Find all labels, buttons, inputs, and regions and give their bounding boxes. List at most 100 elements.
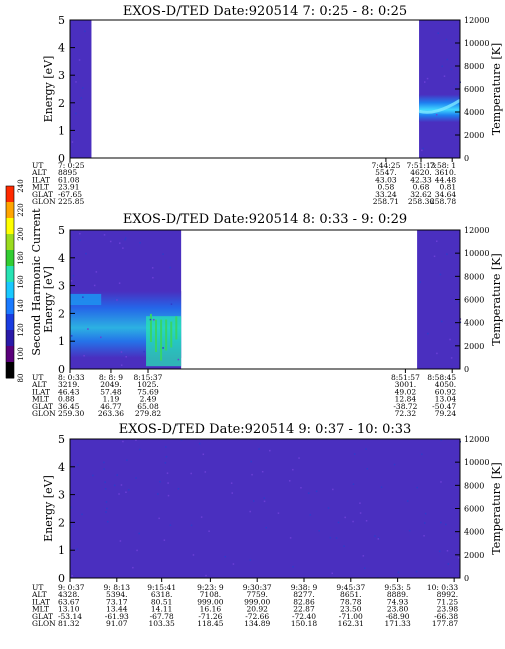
noise-speck bbox=[105, 501, 108, 503]
noise-speck bbox=[424, 512, 427, 515]
ephemeris-value: 225.85 bbox=[58, 197, 84, 206]
noise-speck bbox=[118, 493, 120, 495]
ephemeris-value: 43.03 bbox=[375, 175, 397, 184]
colorbar-swatch bbox=[6, 346, 14, 363]
noise-speck bbox=[337, 521, 340, 524]
y-tick-label: 2 bbox=[58, 516, 65, 529]
noise-speck bbox=[106, 520, 109, 523]
colorbar-swatch bbox=[6, 234, 14, 251]
ephemeris-row-label: ALT bbox=[31, 590, 47, 599]
right-tick-label: 0 bbox=[464, 154, 469, 163]
auroral-streak bbox=[160, 319, 163, 361]
noise-speck bbox=[366, 468, 369, 470]
ephemeris-value: -71.00 bbox=[339, 612, 363, 621]
noise-speck bbox=[208, 530, 210, 532]
noise-speck bbox=[153, 319, 155, 321]
noise-speck bbox=[352, 483, 355, 485]
ephemeris-value: 13.04 bbox=[435, 395, 457, 404]
plot-frame bbox=[69, 19, 461, 159]
noise-speck bbox=[377, 538, 380, 540]
right-tick-label: 6000 bbox=[464, 505, 484, 514]
noise-speck bbox=[352, 520, 354, 523]
noise-speck bbox=[125, 355, 127, 358]
noise-speck bbox=[70, 335, 73, 337]
data-coverage-span bbox=[70, 439, 460, 578]
noise-speck bbox=[315, 490, 318, 493]
colorbar-swatch bbox=[6, 282, 14, 299]
noise-speck bbox=[169, 524, 172, 527]
noise-speck bbox=[300, 486, 302, 489]
noise-speck bbox=[230, 482, 233, 484]
noise-speck bbox=[445, 523, 447, 526]
panel-title: EXOS-D/TED Date:920514 7: 0:25 - 8: 0:25 bbox=[123, 4, 407, 19]
ephemeris-value: 23.91 bbox=[58, 183, 79, 192]
right-tick-label: 0 bbox=[464, 365, 469, 374]
noise-speck bbox=[204, 471, 207, 473]
noise-speck bbox=[263, 497, 266, 499]
temperature-band bbox=[419, 94, 460, 123]
noise-speck bbox=[318, 530, 320, 532]
noise-speck bbox=[450, 357, 453, 359]
right-tick-label: 10000 bbox=[464, 39, 489, 48]
noise-speck bbox=[177, 358, 180, 361]
noise-speck bbox=[190, 524, 193, 527]
noise-speck bbox=[165, 455, 168, 458]
noise-speck bbox=[77, 464, 79, 466]
noise-speck bbox=[135, 477, 137, 479]
noise-speck bbox=[82, 87, 84, 89]
ephemeris-value: 49.02 bbox=[395, 387, 417, 396]
y-axis-label: Energy [eV] bbox=[42, 56, 55, 123]
right-tick-label: 2000 bbox=[464, 551, 484, 560]
ephemeris-row-label: MLT bbox=[32, 183, 49, 192]
colorbar-frame bbox=[5, 185, 15, 379]
y-tick-label: 0 bbox=[58, 363, 65, 376]
noise-speck bbox=[92, 474, 94, 477]
ephemeris-value: 13.10 bbox=[58, 605, 80, 614]
ephemeris-value: -72.66 bbox=[245, 612, 269, 621]
noise-speck bbox=[205, 574, 207, 577]
ephemeris-row-label: GLAT bbox=[32, 402, 53, 411]
y-tick-label: 2 bbox=[58, 97, 65, 110]
ephemeris-value: 4328. bbox=[58, 590, 79, 599]
colorbar-swatch bbox=[6, 266, 14, 283]
ephemeris-value: 14.11 bbox=[151, 605, 172, 614]
ephemeris-value: 8: 8: 9 bbox=[99, 373, 123, 382]
ephemeris-row-label: GLON bbox=[32, 409, 56, 418]
ephemeris-row-label: MLT bbox=[32, 395, 49, 404]
noise-speck bbox=[440, 521, 442, 524]
ephemeris-value: 81.32 bbox=[58, 619, 80, 628]
noise-speck bbox=[82, 296, 84, 298]
y-tick-label: 5 bbox=[58, 14, 65, 27]
noise-speck bbox=[103, 461, 105, 464]
noise-speck bbox=[198, 442, 201, 445]
data-coverage-span bbox=[417, 230, 460, 369]
ephemeris-row-label: GLON bbox=[32, 619, 56, 628]
right-tick-label: 12000 bbox=[464, 226, 489, 235]
noise-speck bbox=[365, 448, 367, 450]
ephemeris-value: 2049. bbox=[100, 380, 121, 389]
ephemeris-row-label: GLON bbox=[32, 197, 56, 206]
noise-speck bbox=[441, 65, 443, 68]
ephemeris-value: 0.68 bbox=[413, 183, 430, 192]
noise-speck bbox=[162, 347, 164, 349]
noise-speck bbox=[126, 459, 128, 461]
noise-speck bbox=[292, 468, 294, 471]
colorbar-swatch bbox=[6, 362, 14, 379]
noise-speck bbox=[169, 266, 172, 269]
ephemeris-value: 10: 0:33 bbox=[427, 583, 459, 592]
auroral-streak bbox=[170, 321, 173, 348]
noise-speck bbox=[167, 482, 169, 484]
auroral-streak bbox=[155, 319, 158, 353]
noise-speck bbox=[138, 448, 141, 451]
ephemeris-value: 44.48 bbox=[435, 175, 457, 184]
noise-speck bbox=[116, 474, 118, 476]
ephemeris-value: 78.78 bbox=[340, 597, 362, 606]
ephemeris-value: -53.14 bbox=[58, 612, 82, 621]
ephemeris-row-label: ILAT bbox=[32, 597, 50, 606]
ephemeris-row-label: UT bbox=[32, 161, 43, 170]
noise-speck bbox=[166, 472, 169, 474]
noise-speck bbox=[457, 556, 460, 559]
noise-speck bbox=[449, 338, 451, 341]
ephemeris-row-label: UT bbox=[32, 583, 43, 592]
